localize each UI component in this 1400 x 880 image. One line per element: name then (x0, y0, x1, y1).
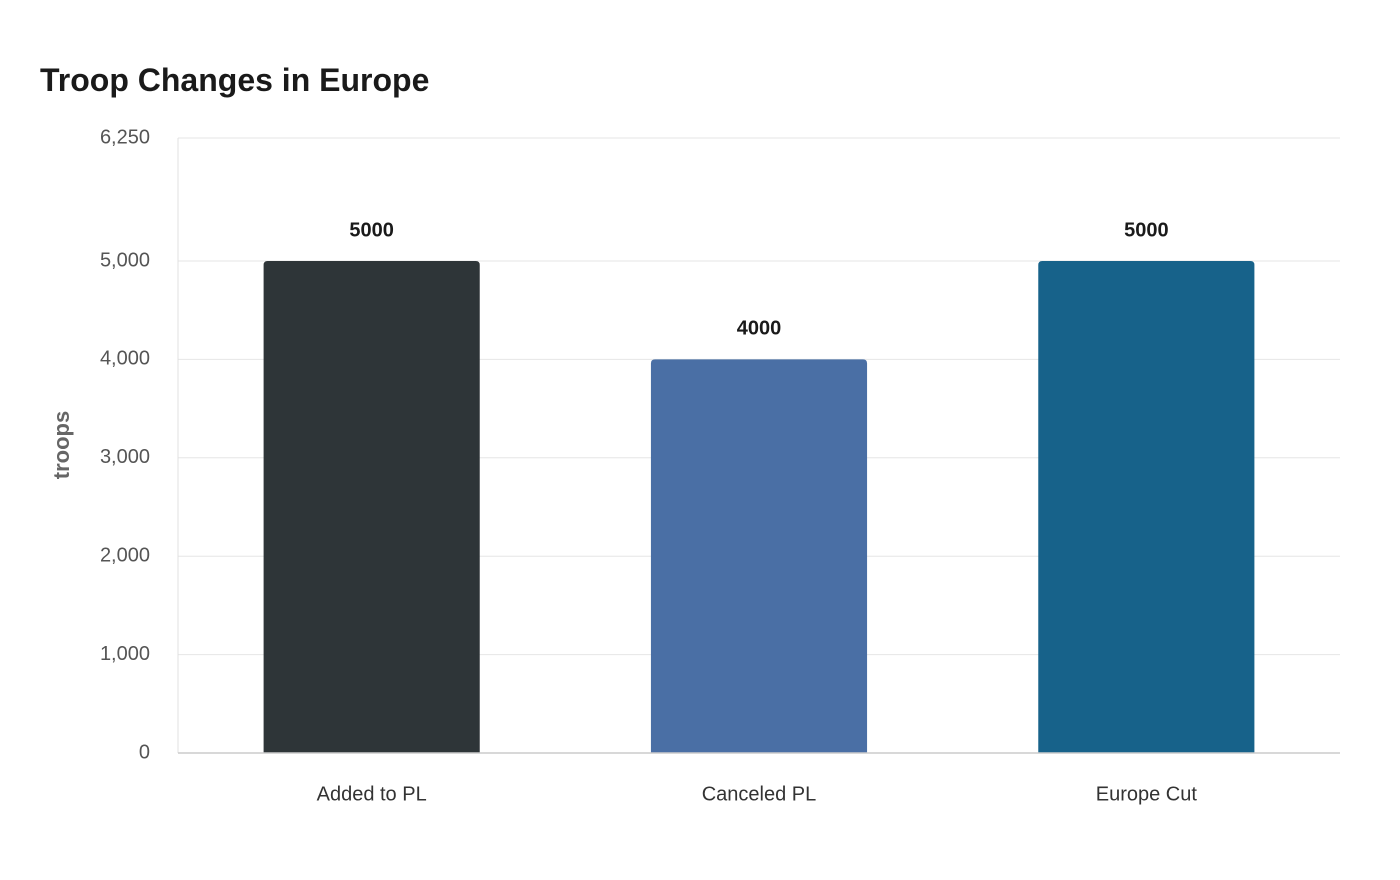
y-tick-label: 2,000 (100, 544, 150, 566)
y-tick-label: 4,000 (100, 348, 150, 370)
value-label: 4000 (737, 318, 782, 340)
x-tick-label: Canceled PL (702, 783, 817, 805)
x-tick-label: Added to PL (317, 783, 427, 805)
y-tick-label: 5,000 (100, 249, 150, 271)
bar (1038, 261, 1255, 753)
value-label: 5000 (349, 219, 394, 241)
bar (263, 261, 480, 753)
x-tick-label: Europe Cut (1096, 783, 1198, 805)
value-label: 5000 (1124, 219, 1169, 241)
bar (650, 359, 868, 753)
y-tick-label: 3,000 (100, 446, 150, 468)
y-tick-label: 0 (139, 741, 150, 763)
y-tick-label: 6,250 (100, 126, 150, 148)
chart-title: Troop Changes in Europe (40, 62, 429, 98)
y-tick-label: 1,000 (100, 643, 150, 665)
y-axis-label: troops (49, 411, 74, 479)
